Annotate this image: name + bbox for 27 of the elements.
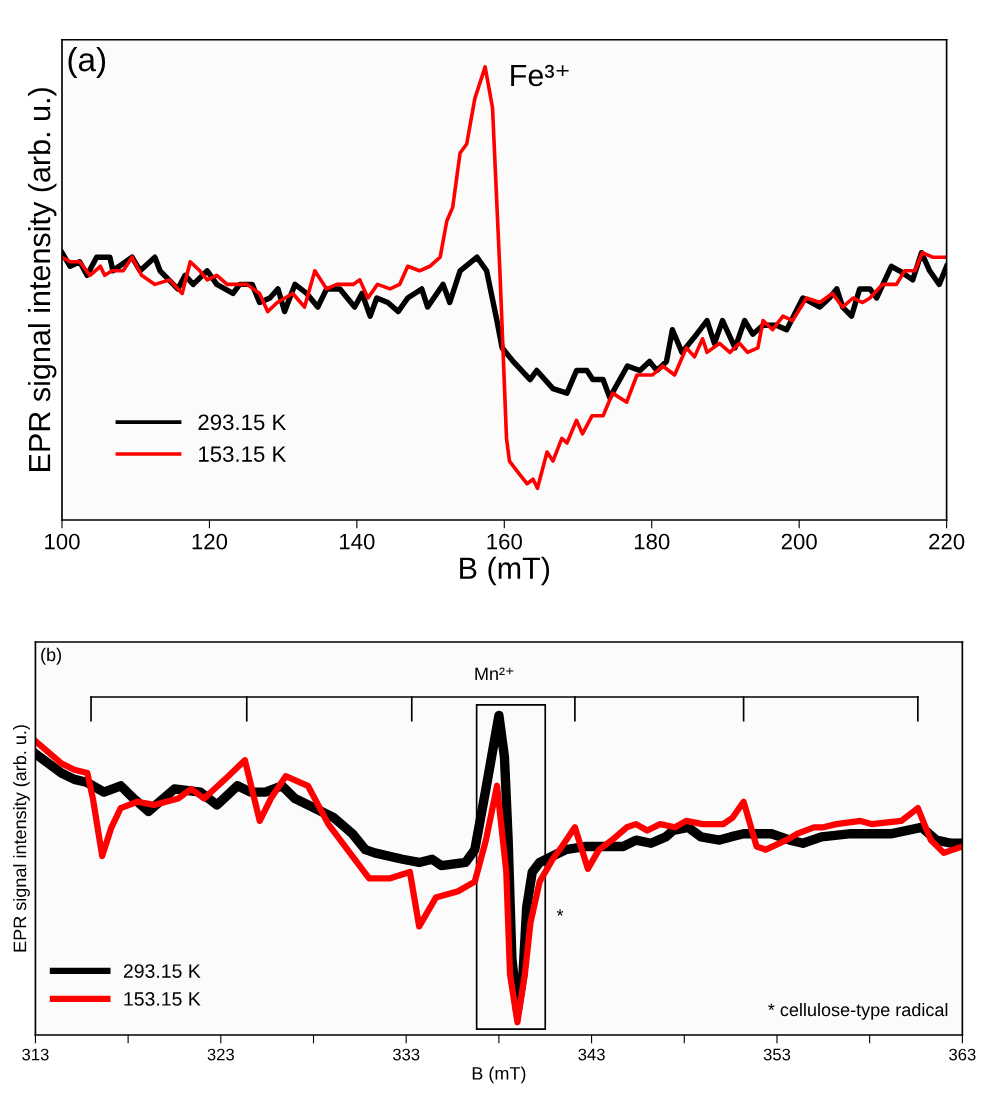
legend-label: 153.15 K — [124, 992, 201, 1006]
x-tick-label: 180 — [634, 533, 670, 550]
x-tick-label: 160 — [487, 533, 522, 550]
legend-label: 293.15 K — [198, 414, 287, 431]
legend-label: 153.15 K — [199, 446, 287, 462]
x-axis-title: B (mT) — [472, 1066, 526, 1084]
x-axis-title: B (mT) — [460, 556, 550, 586]
x-tick-label: 220 — [929, 533, 965, 550]
y-axis-title: EPR signal intensity (arb. u.) — [27, 88, 57, 471]
x-tick-label: 200 — [781, 533, 817, 550]
text: Mn²⁺ — [475, 667, 514, 681]
y-axis-title: EPR signal intensity (arb. u.) — [13, 725, 30, 952]
x-tick-label: 343 — [578, 1048, 605, 1061]
x-tick-label: 120 — [192, 533, 228, 550]
x-tick-label: 333 — [392, 1048, 420, 1061]
annotation: * cellulose-type radical — [768, 1003, 948, 1020]
chart-title: (b) — [41, 647, 61, 665]
annotation: Fe³⁺ — [511, 64, 569, 87]
x-tick-label: 100 — [45, 533, 80, 550]
annotation: * — [556, 909, 564, 916]
chart-title: (a) — [68, 46, 106, 78]
x-tick-label: 140 — [340, 533, 375, 550]
legend-label: 293.15 K — [123, 964, 201, 978]
x-tick-label: 313 — [22, 1048, 49, 1061]
x-tick-label: 323 — [207, 1048, 234, 1061]
x-tick-label: 353 — [763, 1048, 791, 1061]
x-tick-label: 363 — [949, 1048, 976, 1061]
